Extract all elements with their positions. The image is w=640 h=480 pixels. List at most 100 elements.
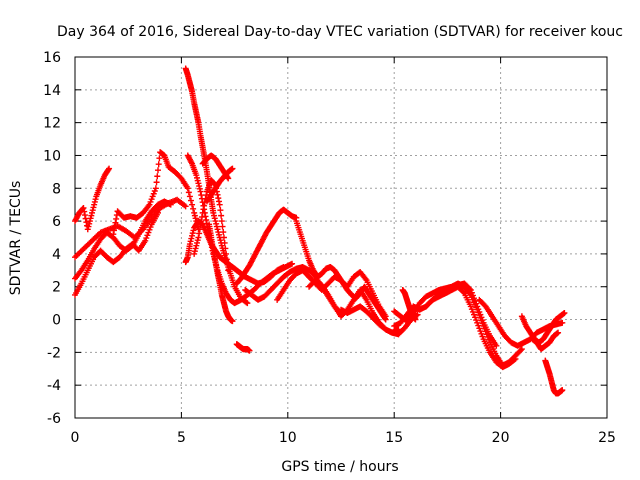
data-point <box>478 330 485 337</box>
data-point <box>214 191 221 198</box>
data-point <box>222 245 229 252</box>
data-point <box>89 209 96 216</box>
data-point <box>86 218 93 225</box>
data-point <box>186 241 193 248</box>
data-point <box>412 316 419 323</box>
x-tick-label: 20 <box>492 430 510 446</box>
data-point <box>199 209 206 216</box>
data-point <box>479 333 486 340</box>
data-point <box>467 303 474 310</box>
data-point <box>518 346 525 353</box>
data-point <box>213 223 220 230</box>
data-point <box>146 226 153 233</box>
data-point <box>219 223 226 230</box>
data-point <box>192 245 199 252</box>
data-point <box>215 198 222 205</box>
data-point <box>225 267 232 274</box>
data-point <box>475 322 482 329</box>
chart-title: Day 364 of 2016, Sidereal Day-to-day VTE… <box>57 24 623 40</box>
data-point <box>92 196 99 203</box>
x-axis-label: GPS time / hours <box>281 459 398 475</box>
series-arc-11 <box>203 165 236 205</box>
data-point <box>187 238 194 245</box>
data-point <box>81 208 88 215</box>
data-point <box>474 319 481 326</box>
y-tick-label: 2 <box>52 280 61 296</box>
data-point <box>146 201 153 208</box>
series-arc-3 <box>72 209 161 298</box>
x-tick-label: 15 <box>385 430 403 446</box>
data-point <box>192 215 199 222</box>
data-point <box>466 285 473 292</box>
series-arc-25 <box>518 309 568 346</box>
data-point <box>147 224 154 231</box>
series-arc-18 <box>306 277 402 336</box>
data-point <box>184 185 191 192</box>
data-point <box>112 219 119 226</box>
x-tick-label: 5 <box>177 430 186 446</box>
data-point <box>149 193 156 200</box>
data-point <box>224 261 231 268</box>
data-point <box>200 206 207 213</box>
data-point <box>193 242 200 249</box>
data-point <box>81 212 88 219</box>
data-point <box>154 167 161 174</box>
y-tick-label: 4 <box>52 247 61 263</box>
data-point <box>243 299 250 306</box>
data-point <box>559 387 566 394</box>
data-point <box>476 308 483 315</box>
data-point <box>196 185 203 192</box>
series-arc-19 <box>338 303 421 338</box>
data-point <box>289 260 296 267</box>
data-point <box>111 223 118 230</box>
data-point <box>215 195 222 202</box>
data-point <box>214 226 221 233</box>
data-point <box>476 325 483 332</box>
series-arc-15 <box>242 264 344 316</box>
data-point <box>477 328 484 335</box>
data-point <box>511 356 518 363</box>
data-point <box>517 347 524 354</box>
data-point <box>218 218 225 225</box>
data-point <box>220 234 227 241</box>
data-point <box>198 213 205 220</box>
data-point <box>182 203 189 210</box>
x-tick-label: 25 <box>598 430 616 446</box>
data-point <box>86 220 93 227</box>
data-point <box>225 175 232 182</box>
series-arc-23 <box>423 280 500 349</box>
data-point <box>111 227 118 234</box>
data-point <box>189 230 196 237</box>
data-point <box>217 237 224 244</box>
data-point <box>460 289 467 296</box>
data-point <box>471 311 477 318</box>
data-point <box>477 311 484 318</box>
data-point <box>188 235 195 242</box>
data-point <box>154 173 161 180</box>
y-tick-label: 8 <box>52 181 61 197</box>
data-point <box>197 188 204 195</box>
data-point <box>187 197 194 204</box>
data-point <box>89 207 96 214</box>
data-point <box>229 165 236 172</box>
data-point <box>110 231 117 238</box>
y-tick-label: 12 <box>43 116 61 132</box>
series-arc-22 <box>399 287 419 323</box>
data-point <box>559 319 566 326</box>
series-arc-20 <box>391 280 525 369</box>
y-axis-label: SDTVAR / TECUs <box>8 181 24 296</box>
data-point <box>91 201 98 208</box>
data-point <box>223 256 230 263</box>
x-tick-label: 0 <box>71 430 80 446</box>
data-point <box>512 355 519 362</box>
data-point <box>211 215 218 222</box>
data-point <box>196 226 203 233</box>
y-tick-label: 6 <box>52 214 61 230</box>
data-point <box>91 198 98 205</box>
data-point <box>215 231 222 238</box>
data-point <box>195 180 202 187</box>
data-point <box>203 216 210 223</box>
data-point <box>196 183 203 190</box>
data-point <box>213 220 220 227</box>
series-arc-27 <box>542 357 566 397</box>
